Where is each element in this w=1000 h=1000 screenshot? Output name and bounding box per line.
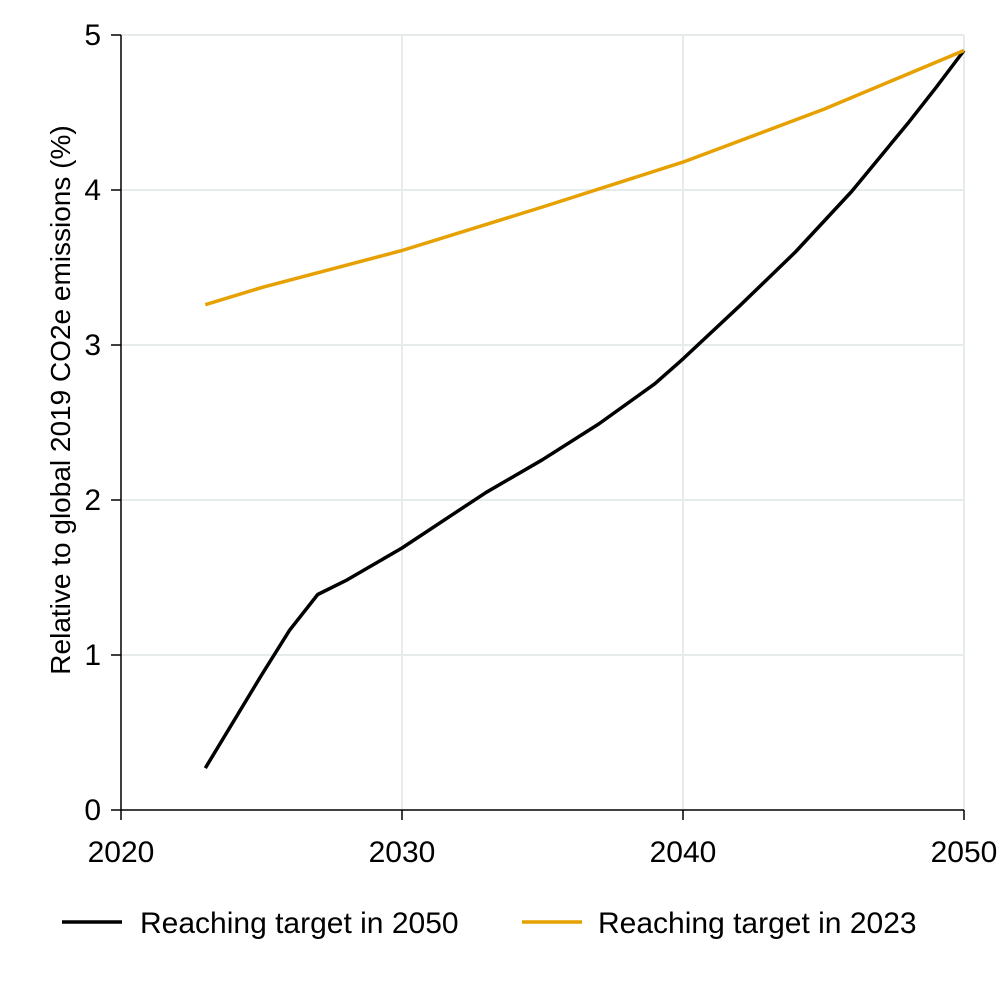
axes: [111, 34, 965, 820]
x-tick-label-2: 2040: [650, 836, 717, 869]
y-tick-label-4: 4: [84, 174, 101, 207]
x-tick-label-0: 2020: [88, 836, 155, 869]
y-tick-label-0: 0: [84, 794, 101, 827]
legend: Reaching target in 2050 Reaching target i…: [62, 907, 917, 940]
y-axis-title: Relative to global 2019 CO2e emissions (…: [45, 125, 76, 674]
legend-label-0: Reaching target in 2050: [140, 907, 459, 940]
y-tick-label-5: 5: [84, 19, 101, 52]
series-group: [203, 48, 966, 770]
x-tick-label-1: 2030: [369, 836, 436, 869]
series-line-0: [203, 49, 966, 770]
y-tick-label-2: 2: [84, 484, 101, 517]
x-tick-label-3: 2050: [931, 836, 998, 869]
grid: [121, 34, 965, 810]
y-tick-label-3: 3: [84, 329, 101, 362]
tick-labels: 0 1 2 3 4 5 2020 2030 2040 2050: [84, 19, 997, 869]
legend-label-1: Reaching target in 2023: [598, 907, 917, 940]
y-tick-label-1: 1: [84, 639, 101, 672]
series-line-1: [204, 48, 965, 307]
